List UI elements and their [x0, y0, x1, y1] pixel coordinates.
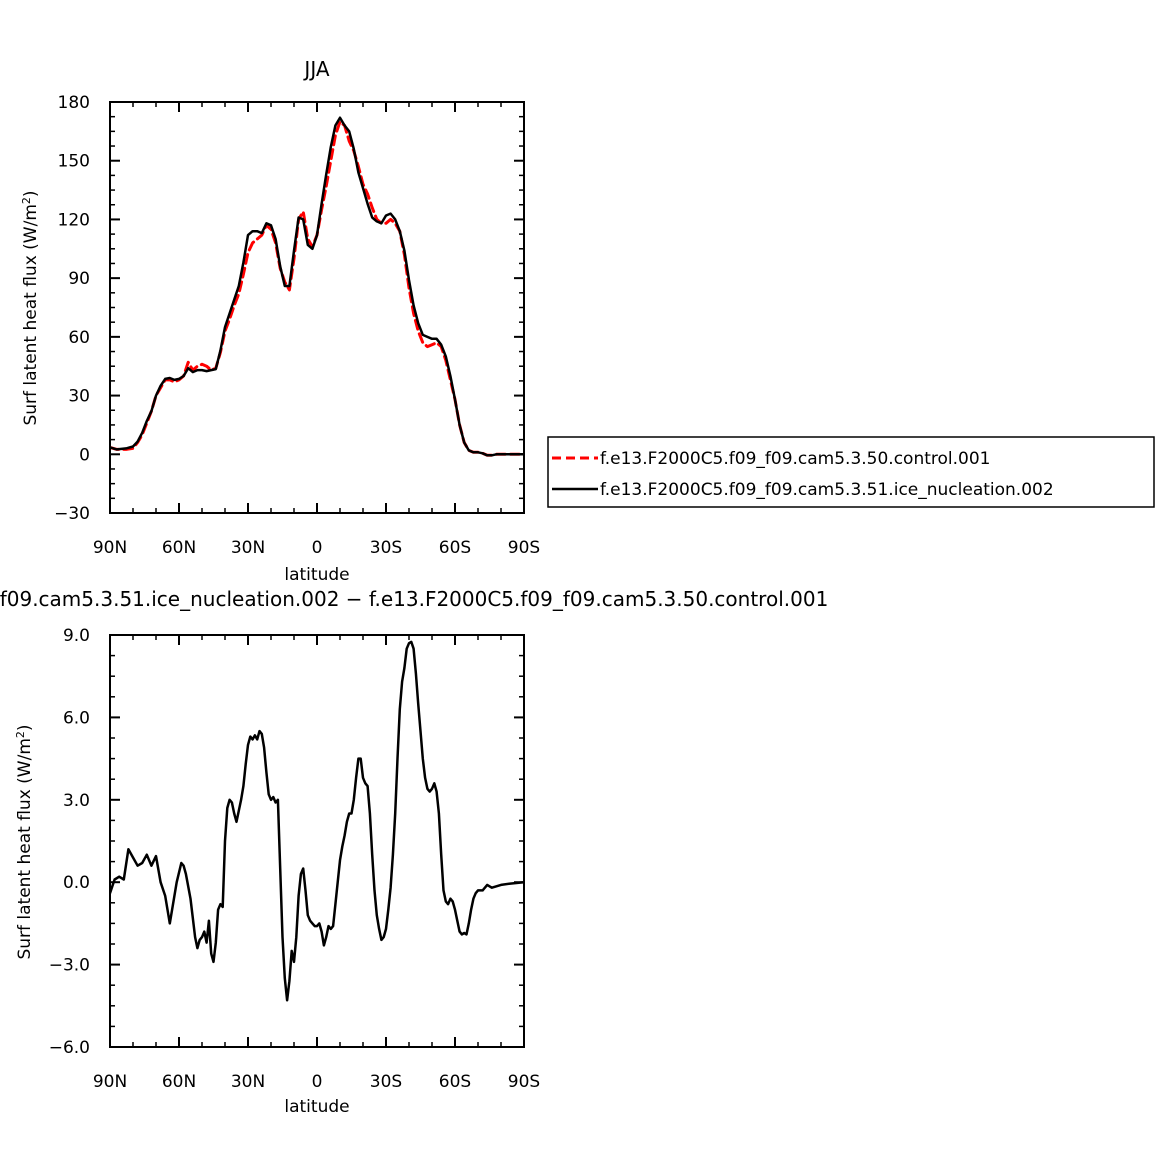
bottom-x-tick-label: 0	[312, 1072, 323, 1092]
top-x-tick-label: 30N	[231, 538, 265, 558]
top-x-tick-label: 60S	[439, 538, 471, 558]
bottom-chart-title: f.e13.F2000C5.f09_f09.cam5.3.51.ice_nucl…	[0, 587, 828, 611]
top-y-tick-label: 120	[58, 210, 90, 230]
top-chart-title: JJA	[302, 57, 329, 81]
top-y-tick-label: −30	[54, 504, 90, 524]
top-axis-ticks: 90N 60N 30N 0 30S 60S 90S −30 0 30 60 90 120 150 180	[54, 93, 540, 558]
bottom-x-tick-label: 60N	[162, 1072, 196, 1092]
top-series-line-0	[110, 120, 524, 457]
bottom-series-line-0	[110, 640, 524, 1002]
bottom-x-tick-label: 60S	[439, 1072, 471, 1092]
top-y-tick-label: 0	[79, 445, 90, 465]
bottom-y-tick-label: 0.0	[63, 873, 90, 893]
top-x-tick-label: 30S	[370, 538, 402, 558]
top-x-tick-label: 60N	[162, 538, 196, 558]
bottom-y-tick-label: 9.0	[63, 626, 90, 646]
legend-label-ice-nucleation: f.e13.F2000C5.f09_f09.cam5.3.51.ice_nucl…	[600, 480, 1054, 500]
bottom-panel: f.e13.F2000C5.f09_f09.cam5.3.51.ice_nucl…	[0, 587, 828, 1117]
top-x-tick-label: 90N	[93, 538, 127, 558]
top-x-tick-label: 90S	[508, 538, 540, 558]
top-y-axis-label: Surf latent heat flux (W/m2)	[20, 190, 42, 425]
top-y-tick-label: 90	[68, 269, 90, 289]
bottom-y-tick-label: −3.0	[49, 956, 90, 976]
top-y-tick-label: 150	[58, 152, 90, 172]
bottom-x-tick-label: 90S	[508, 1072, 540, 1092]
legend: f.e13.F2000C5.f09_f09.cam5.3.50.control.…	[547, 436, 1155, 508]
bottom-y-tick-label: 3.0	[63, 791, 90, 811]
bottom-x-axis-label: latitude	[284, 1097, 349, 1117]
bottom-y-tick-label: 6.0	[63, 708, 90, 728]
top-panel: JJA 90N 60N 30N 0 30S 60S 90S −30 0 30 60 90 120 150 1…	[20, 57, 541, 585]
bottom-axis-ticks: 90N 60N 30N 0 30S 60S 90S −6.0 −3.0 0.0 3.0 6.0 9.0	[49, 626, 541, 1092]
legend-label-control: f.e13.F2000C5.f09_f09.cam5.3.50.control.…	[600, 449, 991, 469]
bottom-plot-frame	[109, 634, 525, 1048]
bottom-x-tick-label: 30N	[231, 1072, 265, 1092]
legend-box	[547, 436, 1155, 508]
top-y-tick-label: 30	[68, 387, 90, 407]
bottom-x-tick-label: 90N	[93, 1072, 127, 1092]
bottom-y-tick-label: −6.0	[49, 1038, 90, 1058]
top-y-tick-label: 60	[68, 328, 90, 348]
top-x-axis-label: latitude	[284, 565, 349, 585]
top-x-tick-label: 0	[312, 538, 323, 558]
bottom-plot-area	[110, 640, 524, 1002]
bottom-y-axis-label: Surf latent heat flux (W/m2)	[14, 724, 36, 959]
top-plot-frame	[109, 101, 525, 514]
top-plot-area	[110, 116, 524, 457]
top-y-tick-label: 180	[58, 93, 90, 113]
top-series-line-1	[110, 116, 524, 457]
bottom-x-tick-label: 30S	[370, 1072, 402, 1092]
